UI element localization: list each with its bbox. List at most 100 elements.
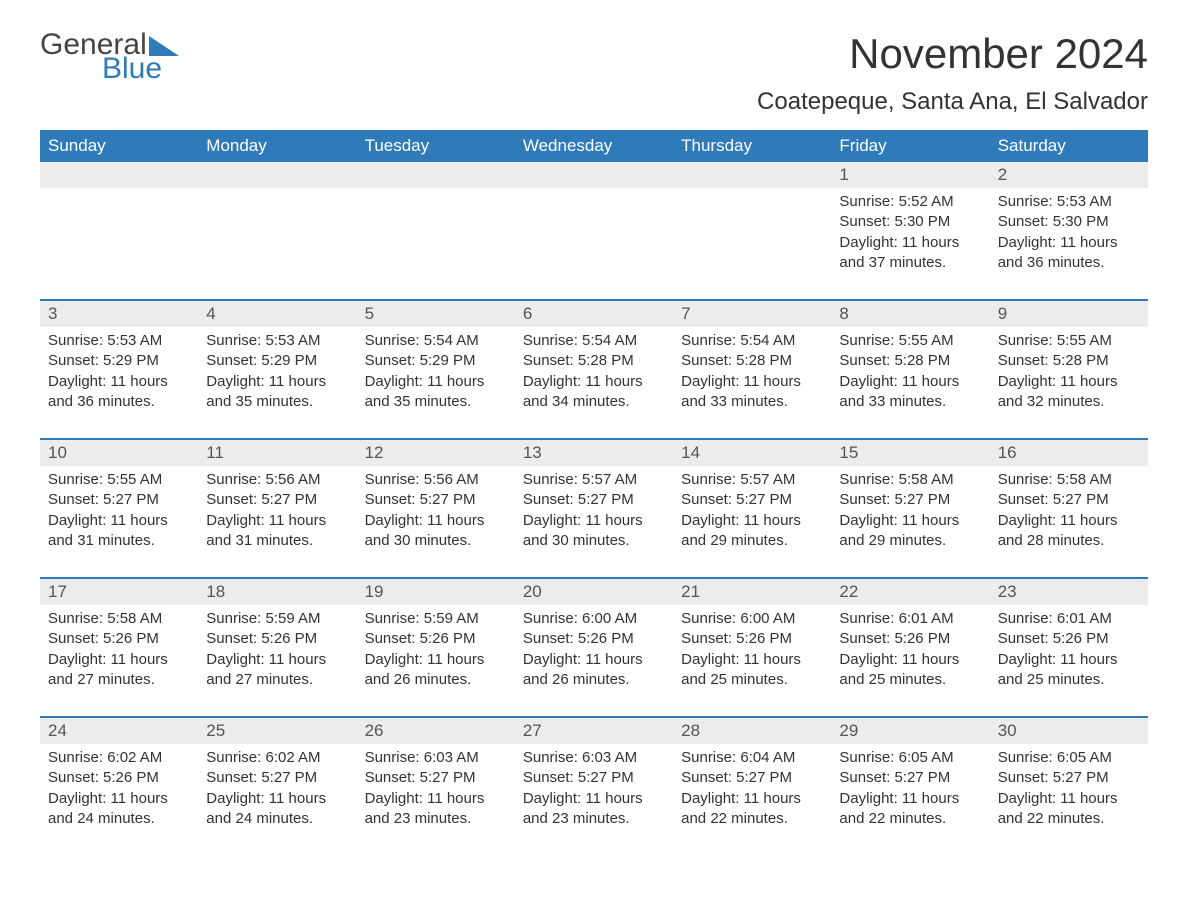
calendar-cell: 18Sunrise: 5:59 AMSunset: 5:26 PMDayligh… — [198, 579, 356, 717]
day-number: 30 — [990, 718, 1148, 744]
day-number: 18 — [198, 579, 356, 605]
day-details: Sunrise: 5:54 AMSunset: 5:28 PMDaylight:… — [673, 327, 831, 420]
calendar-cell-empty — [673, 162, 831, 300]
daylight-text: Daylight: 11 hours and 25 minutes. — [998, 650, 1140, 691]
calendar-cell: 14Sunrise: 5:57 AMSunset: 5:27 PMDayligh… — [673, 440, 831, 578]
sunrise-text: Sunrise: 6:01 AM — [998, 609, 1140, 629]
day-number: 6 — [515, 301, 673, 327]
sunrise-text: Sunrise: 6:05 AM — [839, 748, 981, 768]
sunrise-text: Sunrise: 5:58 AM — [998, 470, 1140, 490]
daylight-text: Daylight: 11 hours and 26 minutes. — [523, 650, 665, 691]
day-number: 21 — [673, 579, 831, 605]
calendar-cell: 15Sunrise: 5:58 AMSunset: 5:27 PMDayligh… — [831, 440, 989, 578]
calendar-cell: 17Sunrise: 5:58 AMSunset: 5:26 PMDayligh… — [40, 579, 198, 717]
daylight-text: Daylight: 11 hours and 23 minutes. — [365, 789, 507, 830]
sunrise-text: Sunrise: 5:58 AM — [48, 609, 190, 629]
calendar-cell: 28Sunrise: 6:04 AMSunset: 5:27 PMDayligh… — [673, 718, 831, 856]
calendar-cell: 13Sunrise: 5:57 AMSunset: 5:27 PMDayligh… — [515, 440, 673, 578]
day-number: 8 — [831, 301, 989, 327]
day-number: 3 — [40, 301, 198, 327]
day-number: 9 — [990, 301, 1148, 327]
day-header: Wednesday — [515, 130, 673, 162]
day-number — [40, 162, 198, 188]
day-details: Sunrise: 5:54 AMSunset: 5:29 PMDaylight:… — [357, 327, 515, 420]
day-details: Sunrise: 6:01 AMSunset: 5:26 PMDaylight:… — [990, 605, 1148, 698]
day-details: Sunrise: 5:58 AMSunset: 5:27 PMDaylight:… — [990, 466, 1148, 559]
sunset-text: Sunset: 5:30 PM — [839, 212, 981, 232]
sunset-text: Sunset: 5:29 PM — [48, 351, 190, 371]
daylight-text: Daylight: 11 hours and 22 minutes. — [839, 789, 981, 830]
day-number: 25 — [198, 718, 356, 744]
day-number: 12 — [357, 440, 515, 466]
daylight-text: Daylight: 11 hours and 23 minutes. — [523, 789, 665, 830]
sunset-text: Sunset: 5:27 PM — [998, 768, 1140, 788]
sunset-text: Sunset: 5:28 PM — [681, 351, 823, 371]
calendar-cell: 7Sunrise: 5:54 AMSunset: 5:28 PMDaylight… — [673, 301, 831, 439]
day-header: Tuesday — [357, 130, 515, 162]
calendar-week: 1Sunrise: 5:52 AMSunset: 5:30 PMDaylight… — [40, 162, 1148, 300]
sunset-text: Sunset: 5:27 PM — [523, 768, 665, 788]
sunrise-text: Sunrise: 6:00 AM — [523, 609, 665, 629]
day-details: Sunrise: 5:53 AMSunset: 5:29 PMDaylight:… — [40, 327, 198, 420]
day-details: Sunrise: 6:05 AMSunset: 5:27 PMDaylight:… — [990, 744, 1148, 837]
sunrise-text: Sunrise: 6:00 AM — [681, 609, 823, 629]
daylight-text: Daylight: 11 hours and 32 minutes. — [998, 372, 1140, 413]
day-header: Friday — [831, 130, 989, 162]
day-details: Sunrise: 6:00 AMSunset: 5:26 PMDaylight:… — [515, 605, 673, 698]
day-details: Sunrise: 5:59 AMSunset: 5:26 PMDaylight:… — [357, 605, 515, 698]
day-number: 5 — [357, 301, 515, 327]
sunrise-text: Sunrise: 5:54 AM — [681, 331, 823, 351]
sunrise-text: Sunrise: 5:59 AM — [365, 609, 507, 629]
sunset-text: Sunset: 5:27 PM — [839, 490, 981, 510]
page-title: November 2024 — [849, 30, 1148, 78]
daylight-text: Daylight: 11 hours and 24 minutes. — [48, 789, 190, 830]
day-details: Sunrise: 5:54 AMSunset: 5:28 PMDaylight:… — [515, 327, 673, 420]
daylight-text: Daylight: 11 hours and 22 minutes. — [681, 789, 823, 830]
daylight-text: Daylight: 11 hours and 26 minutes. — [365, 650, 507, 691]
sunrise-text: Sunrise: 5:58 AM — [839, 470, 981, 490]
day-header: Monday — [198, 130, 356, 162]
sunrise-text: Sunrise: 6:05 AM — [998, 748, 1140, 768]
day-number: 17 — [40, 579, 198, 605]
calendar-week: 10Sunrise: 5:55 AMSunset: 5:27 PMDayligh… — [40, 440, 1148, 578]
day-header: Saturday — [990, 130, 1148, 162]
daylight-text: Daylight: 11 hours and 28 minutes. — [998, 511, 1140, 552]
daylight-text: Daylight: 11 hours and 37 minutes. — [839, 233, 981, 274]
daylight-text: Daylight: 11 hours and 33 minutes. — [681, 372, 823, 413]
daylight-text: Daylight: 11 hours and 34 minutes. — [523, 372, 665, 413]
daylight-text: Daylight: 11 hours and 25 minutes. — [839, 650, 981, 691]
calendar-cell: 9Sunrise: 5:55 AMSunset: 5:28 PMDaylight… — [990, 301, 1148, 439]
sunrise-text: Sunrise: 6:04 AM — [681, 748, 823, 768]
calendar-cell: 5Sunrise: 5:54 AMSunset: 5:29 PMDaylight… — [357, 301, 515, 439]
calendar-cell: 6Sunrise: 5:54 AMSunset: 5:28 PMDaylight… — [515, 301, 673, 439]
calendar-cell: 25Sunrise: 6:02 AMSunset: 5:27 PMDayligh… — [198, 718, 356, 856]
sunrise-text: Sunrise: 6:01 AM — [839, 609, 981, 629]
daylight-text: Daylight: 11 hours and 29 minutes. — [681, 511, 823, 552]
day-number: 11 — [198, 440, 356, 466]
day-number: 23 — [990, 579, 1148, 605]
day-number: 15 — [831, 440, 989, 466]
calendar-table: SundayMondayTuesdayWednesdayThursdayFrid… — [40, 130, 1148, 856]
sunset-text: Sunset: 5:27 PM — [681, 768, 823, 788]
day-details: Sunrise: 6:01 AMSunset: 5:26 PMDaylight:… — [831, 605, 989, 698]
sunrise-text: Sunrise: 5:56 AM — [206, 470, 348, 490]
daylight-text: Daylight: 11 hours and 24 minutes. — [206, 789, 348, 830]
sunset-text: Sunset: 5:27 PM — [839, 768, 981, 788]
sunset-text: Sunset: 5:27 PM — [523, 490, 665, 510]
daylight-text: Daylight: 11 hours and 25 minutes. — [681, 650, 823, 691]
calendar-header-row: SundayMondayTuesdayWednesdayThursdayFrid… — [40, 130, 1148, 162]
day-number: 4 — [198, 301, 356, 327]
sunset-text: Sunset: 5:30 PM — [998, 212, 1140, 232]
day-details: Sunrise: 5:55 AMSunset: 5:28 PMDaylight:… — [831, 327, 989, 420]
sunset-text: Sunset: 5:29 PM — [365, 351, 507, 371]
sunrise-text: Sunrise: 5:56 AM — [365, 470, 507, 490]
calendar-cell: 2Sunrise: 5:53 AMSunset: 5:30 PMDaylight… — [990, 162, 1148, 300]
calendar-week: 3Sunrise: 5:53 AMSunset: 5:29 PMDaylight… — [40, 301, 1148, 439]
day-details: Sunrise: 5:56 AMSunset: 5:27 PMDaylight:… — [357, 466, 515, 559]
day-number: 27 — [515, 718, 673, 744]
day-number: 2 — [990, 162, 1148, 188]
day-details: Sunrise: 6:02 AMSunset: 5:26 PMDaylight:… — [40, 744, 198, 837]
sunset-text: Sunset: 5:26 PM — [48, 629, 190, 649]
sunrise-text: Sunrise: 5:57 AM — [681, 470, 823, 490]
daylight-text: Daylight: 11 hours and 30 minutes. — [365, 511, 507, 552]
